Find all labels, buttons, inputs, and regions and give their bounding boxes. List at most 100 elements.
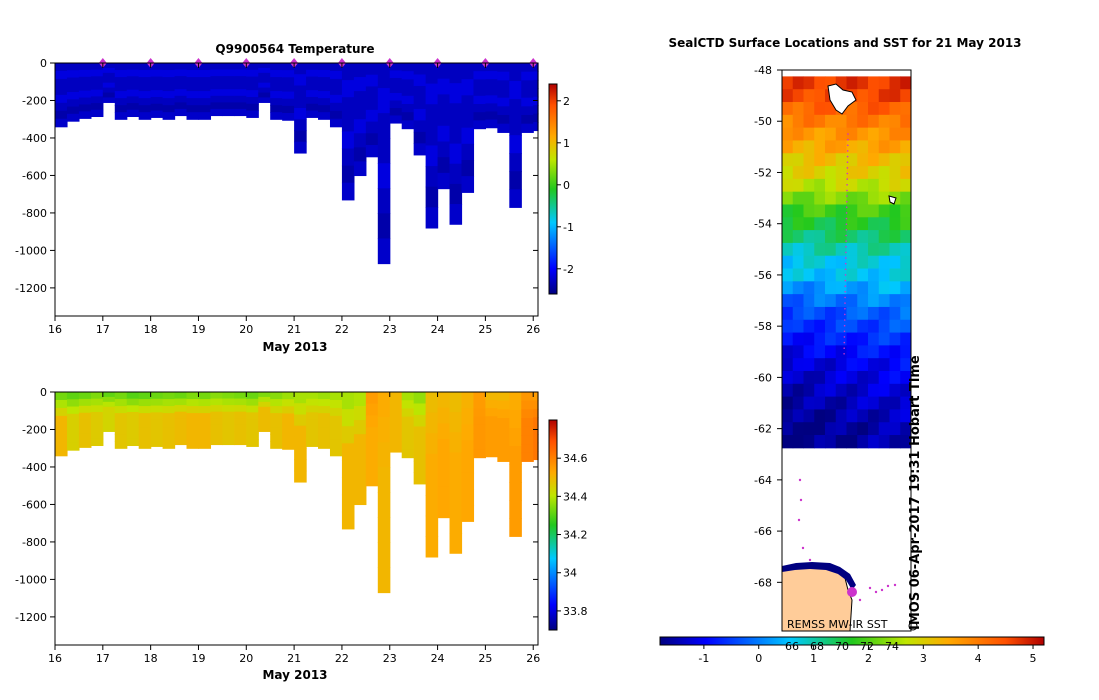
sst-cell	[878, 204, 890, 218]
heatmap-cell	[270, 392, 283, 400]
heatmap-cell	[66, 92, 80, 100]
sst-cell	[900, 76, 911, 90]
heatmap-cell	[521, 418, 534, 428]
heatmap-cell	[114, 420, 128, 428]
sst-cell	[846, 396, 858, 410]
track-point	[845, 217, 848, 220]
heatmap-cell	[497, 418, 510, 428]
heatmap-cell	[341, 80, 355, 98]
heatmap-cell	[521, 106, 534, 116]
heatmap-cell	[78, 76, 92, 85]
sst-cell	[878, 178, 890, 193]
sst-cell	[782, 178, 794, 193]
y-tick-label: 0	[40, 57, 47, 70]
heatmap-cell	[102, 82, 116, 89]
heatmap-cell	[138, 70, 152, 78]
sst-cell	[803, 306, 815, 321]
y-axis: 0 -200 -400 -600 -800 -1000 -1200	[15, 57, 538, 295]
heatmap-cell	[186, 91, 200, 99]
heatmap-cell	[377, 417, 391, 443]
sst-cell	[803, 204, 815, 218]
heatmap-cell	[413, 472, 427, 485]
x-tick-label: 23	[383, 323, 397, 336]
sst-cell	[878, 358, 890, 372]
heatmap-cell	[174, 95, 188, 103]
sst-cell	[825, 230, 837, 244]
x-tick-label: 16	[48, 652, 62, 665]
heatmap-cell	[138, 84, 152, 92]
heatmap-cell	[78, 69, 92, 78]
heatmap-cell	[234, 405, 247, 413]
heatmap-cell	[114, 105, 128, 113]
sst-cell	[846, 345, 858, 359]
sst-cell	[803, 422, 815, 436]
heatmap-cell	[533, 71, 539, 81]
sst-cell	[889, 230, 901, 244]
heatmap-cell	[485, 103, 498, 113]
heatmap-cell	[270, 399, 283, 407]
sst-cell	[814, 383, 826, 398]
sst-cell	[782, 166, 794, 180]
sst-cell	[868, 230, 880, 244]
heatmap-cell	[377, 492, 391, 518]
sst-cell	[846, 370, 858, 385]
sst-cell	[878, 435, 890, 449]
sst-cell	[900, 396, 911, 410]
heatmap-cell	[55, 439, 68, 449]
heatmap-cell	[150, 83, 164, 91]
heatmap-cell	[401, 441, 415, 450]
sst-cell	[825, 332, 837, 346]
heatmap-cell	[270, 112, 283, 120]
heatmap-cell	[365, 473, 379, 487]
x-tick-label: 25	[478, 323, 492, 336]
sst-cell	[782, 114, 794, 129]
sst-cell	[782, 294, 794, 308]
heatmap-cell	[497, 80, 510, 90]
heatmap-cell	[485, 392, 498, 401]
heatmap-cell	[78, 90, 92, 99]
heatmap-cell	[449, 123, 463, 145]
heatmap-cell	[55, 392, 68, 401]
heatmap-cell	[306, 69, 319, 78]
sst-cell	[857, 191, 869, 205]
heatmap-cell	[210, 431, 223, 439]
sst-cell	[835, 204, 847, 218]
sst-cell	[857, 370, 869, 385]
heatmap-cell	[246, 392, 259, 400]
heatmap-cell	[306, 398, 319, 407]
heatmap-cell	[66, 113, 80, 122]
heatmap-cell	[210, 398, 223, 406]
track-point	[798, 478, 802, 482]
heatmap-cell	[234, 69, 247, 77]
track-point	[843, 347, 845, 350]
sst-cell	[878, 102, 890, 116]
sst-cell	[782, 396, 794, 410]
heatmap-cell	[210, 392, 223, 400]
heatmap-cell	[485, 448, 498, 458]
sst-cell	[868, 102, 880, 116]
lat-tick-label: -64	[754, 474, 772, 487]
sst-cell	[878, 127, 890, 141]
sst-cell	[889, 127, 901, 141]
heatmap-cell	[318, 413, 331, 421]
heatmap-cell	[425, 515, 439, 537]
heatmap-cell	[401, 449, 415, 459]
heatmap-cell	[186, 70, 200, 78]
track-point	[808, 558, 812, 562]
sst-cell	[868, 370, 880, 385]
heatmap-cell	[114, 406, 128, 414]
heatmap-cell	[210, 102, 223, 110]
overlay-label: 74	[885, 640, 899, 653]
heatmap-cell	[186, 84, 200, 92]
heatmap-cell	[533, 88, 539, 98]
sst-cell	[889, 396, 901, 410]
track-point	[847, 144, 849, 147]
heatmap-cell	[461, 127, 475, 145]
heatmap-cell	[162, 98, 176, 106]
sst-cell	[868, 166, 880, 180]
heatmap-cell	[258, 97, 271, 103]
heatmap-cell	[114, 63, 128, 71]
heatmap-cell	[318, 399, 331, 407]
heatmap-cell	[521, 400, 534, 410]
sst-cell	[814, 178, 826, 193]
